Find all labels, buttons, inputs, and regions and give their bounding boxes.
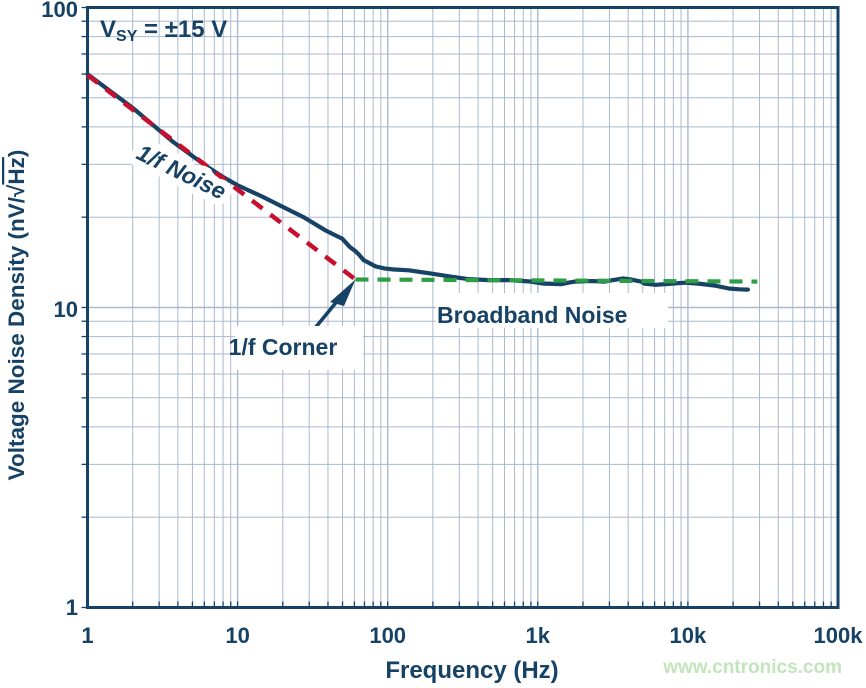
svg-text:1: 1 — [81, 623, 93, 648]
svg-text:Frequency (Hz): Frequency (Hz) — [385, 657, 558, 684]
svg-text:100: 100 — [41, 0, 78, 22]
svg-text:10: 10 — [54, 297, 78, 322]
svg-text:Voltage Noise Density (nV/√Hz): Voltage Noise Density (nV/√Hz) — [4, 150, 29, 481]
svg-text:1k: 1k — [526, 623, 551, 648]
svg-text:1: 1 — [66, 595, 78, 620]
svg-text:VSY = ±15 V: VSY = ±15 V — [100, 16, 227, 45]
svg-text:100k: 100k — [814, 623, 864, 648]
svg-text:10: 10 — [225, 623, 249, 648]
svg-text:www.cntronics.com: www.cntronics.com — [662, 657, 842, 678]
svg-text:1/f Corner: 1/f Corner — [229, 334, 338, 360]
svg-text:10k: 10k — [670, 623, 707, 648]
svg-text:Broadband Noise: Broadband Noise — [437, 302, 627, 328]
svg-text:100: 100 — [369, 623, 406, 648]
